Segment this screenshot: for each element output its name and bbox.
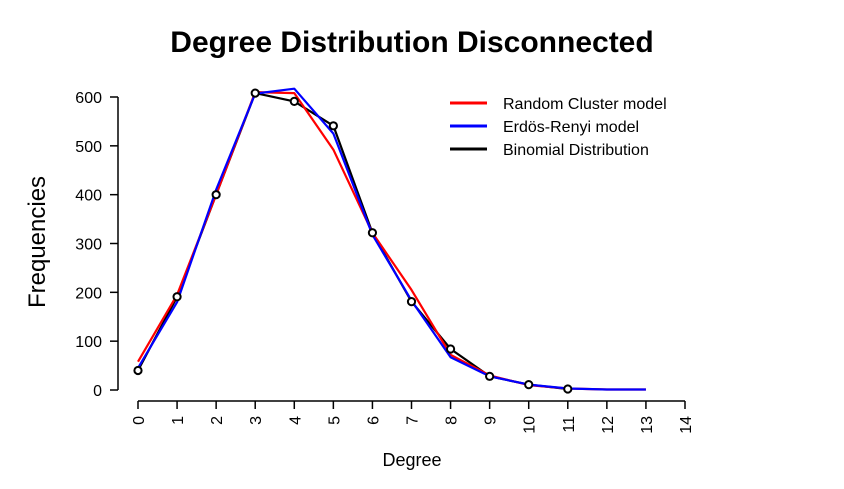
x-tick-label: 13	[639, 416, 656, 434]
data-point	[406, 297, 417, 307]
series-line-2	[137, 91, 568, 391]
x-tick-label: 1	[170, 416, 187, 425]
x-tick-label: 6	[365, 416, 382, 425]
data-point	[172, 292, 182, 302]
data-point	[367, 228, 378, 238]
x-tick-label: 12	[600, 416, 617, 434]
data-point	[211, 190, 221, 200]
y-tick-label: 600	[75, 90, 102, 107]
data-point	[133, 365, 143, 376]
x-tick-label: 10	[522, 416, 539, 434]
y-tick-label: 0	[93, 383, 102, 400]
x-axis-title: Degree	[382, 450, 441, 470]
x-tick-label: 0	[131, 416, 148, 425]
y-tick-label: 500	[75, 139, 102, 156]
legend-label: Random Cluster model	[503, 96, 667, 113]
data-point	[289, 96, 299, 106]
x-tick-label: 8	[444, 416, 461, 425]
x-tick-label: 14	[678, 416, 695, 434]
x-tick-label: 3	[248, 416, 265, 425]
series-line-0	[137, 90, 646, 391]
y-tick-label: 100	[75, 334, 102, 351]
y-axis-title: Frequencies	[24, 176, 51, 308]
y-tick-label: 200	[75, 285, 102, 302]
series-line-1	[137, 87, 646, 391]
x-tick-label: 11	[561, 416, 578, 433]
data-point	[485, 371, 495, 381]
x-tick-label: 9	[483, 416, 500, 425]
chart-title: Degree Distribution Disconnected	[170, 26, 653, 59]
data-point	[524, 380, 534, 390]
data-point	[250, 88, 260, 98]
legend: Random Cluster model Erdös-Renyi model Bin…	[450, 96, 667, 159]
series-layer	[133, 87, 646, 394]
x-tick-label: 5	[326, 416, 343, 425]
y-tick-label: 400	[75, 188, 102, 205]
data-point	[563, 384, 573, 394]
x-tick-label: 7	[405, 416, 422, 425]
data-point	[328, 121, 338, 131]
x-tick-label: 2	[209, 416, 226, 425]
legend-label: Erdös-Renyi model	[503, 119, 639, 136]
data-point	[445, 344, 456, 354]
legend-label: Binomial Distribution	[503, 142, 649, 159]
x-tick-label: 4	[287, 416, 304, 425]
y-tick-label: 300	[75, 237, 102, 254]
